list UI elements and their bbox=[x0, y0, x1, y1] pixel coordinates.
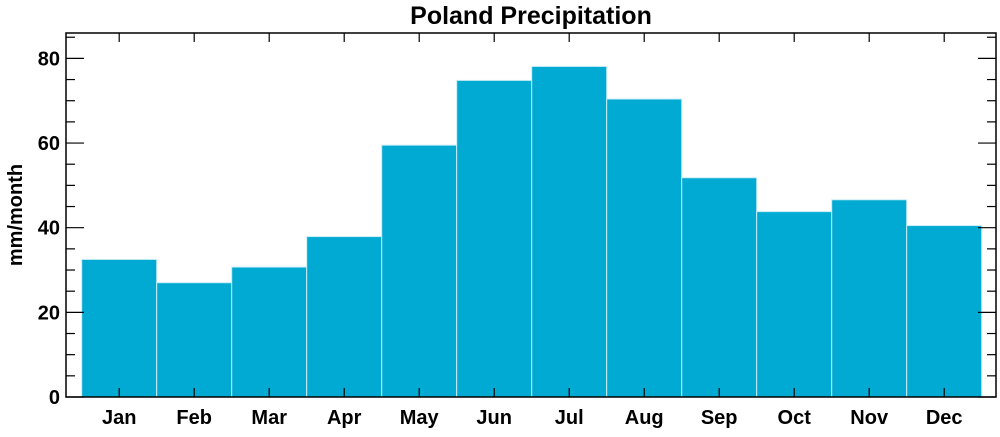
bar-sep bbox=[681, 177, 758, 398]
x-tick-label-jun: Jun bbox=[476, 407, 512, 429]
x-tick-label-sep: Sep bbox=[701, 407, 738, 429]
bar-nov bbox=[831, 199, 908, 398]
x-tick-label-dec: Dec bbox=[926, 407, 963, 429]
bar-mar bbox=[231, 266, 308, 398]
bars-group bbox=[81, 65, 983, 398]
bar-jan bbox=[81, 258, 158, 398]
y-tick-label: 80 bbox=[38, 48, 60, 70]
x-tick-label-apr: Apr bbox=[327, 407, 362, 429]
chart-title: Poland Precipitation bbox=[410, 2, 652, 30]
x-tick-label-may: May bbox=[400, 407, 440, 429]
y-tick-label: 20 bbox=[38, 302, 60, 324]
y-tick-label: 40 bbox=[38, 218, 60, 240]
y-axis-label: mm/month bbox=[5, 164, 27, 266]
bar-dec bbox=[906, 225, 983, 398]
bar-apr bbox=[306, 236, 383, 398]
x-tick-label-jul: Jul bbox=[555, 407, 584, 429]
bar-jun bbox=[456, 79, 533, 398]
x-tick-label-aug: Aug bbox=[625, 407, 664, 429]
bar-jul bbox=[531, 65, 608, 398]
x-tick-label-feb: Feb bbox=[176, 407, 212, 429]
y-tick-label: 60 bbox=[38, 133, 60, 155]
bar-oct bbox=[756, 211, 833, 398]
x-tick-label-mar: Mar bbox=[251, 407, 287, 429]
x-tick-label-nov: Nov bbox=[850, 407, 889, 429]
bar-aug bbox=[606, 98, 683, 398]
bar-may bbox=[381, 144, 458, 398]
plot-frame bbox=[65, 32, 997, 398]
x-tick-label-oct: Oct bbox=[778, 407, 812, 429]
bar-feb bbox=[156, 282, 233, 398]
x-tick-label-jan: Jan bbox=[102, 407, 136, 429]
y-tick-label: 0 bbox=[49, 387, 60, 409]
axes-group: 0 20 40 60 80 Jan Feb Mar Apr May Jun Jul Aug Sep Oct N… bbox=[38, 32, 997, 429]
